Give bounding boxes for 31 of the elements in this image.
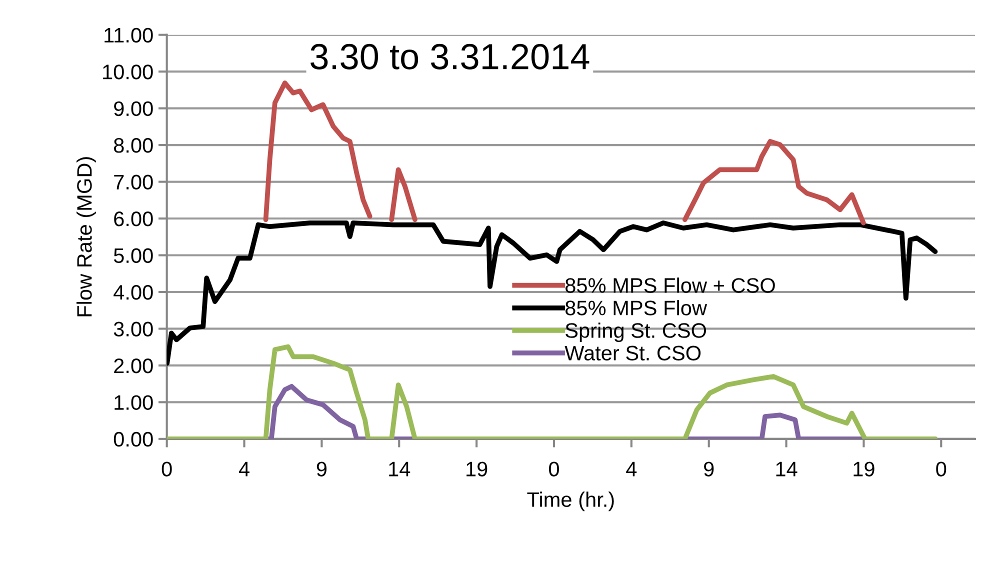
chart-title: 3.30 to 3.31.2014	[310, 44, 590, 70]
y-tick-label: 3.00	[114, 322, 153, 336]
legend-label: Water St. CSO	[564, 346, 701, 360]
y-tick-label: 4.00	[114, 284, 153, 300]
y-tick-label: 5.00	[114, 248, 153, 264]
y-tick-label: 11.00	[104, 28, 153, 43]
y-tick-label: 2.00	[114, 358, 153, 374]
line-series	[166, 220, 938, 366]
x-tick-label: 14	[776, 462, 798, 476]
x-tick-label: 4	[626, 462, 637, 476]
y-tick-label: 8.00	[114, 138, 153, 153]
x-tick-label: 0	[549, 462, 559, 476]
x-tick-label: 9	[316, 462, 326, 476]
y-tick-label: 9.00	[114, 101, 153, 116]
y-tick-label: 10.00	[103, 64, 153, 80]
y-tick-label: 6.00	[114, 212, 153, 226]
x-tick-label: 14	[389, 462, 410, 476]
x-tick-label: 9	[704, 462, 714, 476]
legend-label: 85% MPS Flow + CSO	[566, 278, 775, 293]
x-tick-label: 0	[162, 462, 172, 476]
x-axis-title: Time (hr.)	[527, 492, 614, 512]
y-tick-label: 7.00	[114, 174, 153, 190]
x-tick-label: 4	[238, 462, 250, 476]
legend-label: Spring St. CSO	[566, 322, 706, 342]
y-tick-label: 0.00	[114, 432, 153, 447]
x-tick-label: 0	[936, 462, 946, 476]
x-tick-label: 19	[854, 462, 874, 476]
legend-label: 85% MPS Flow	[566, 300, 708, 316]
y-tick-label: 1.00	[114, 395, 153, 410]
x-tick-label: 19	[466, 462, 488, 476]
y-axis-title: Flow Rate (MGD)	[76, 157, 96, 316]
